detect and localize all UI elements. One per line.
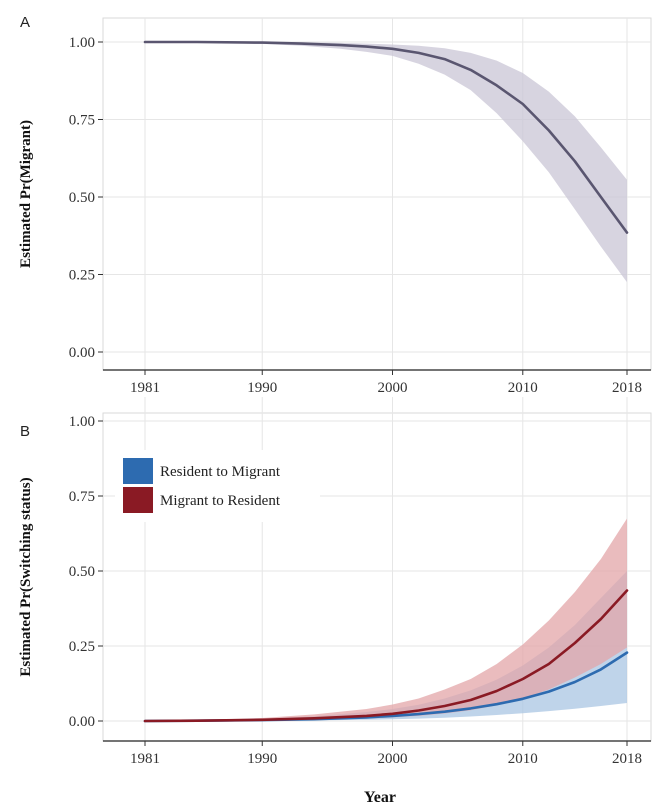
x-tick-label: 2000: [378, 380, 408, 396]
legend-item-migrant-to-resident: Migrant to Resident: [123, 487, 281, 513]
x-tick-label: 2018: [612, 380, 642, 396]
y-tick-label: 0.75: [69, 113, 95, 129]
panel-b-x-ticks: 1981 1990 2000 2010 2018: [130, 741, 642, 767]
y-tick-label: 0.50: [69, 564, 95, 580]
x-axis-title: Year: [364, 789, 396, 806]
x-tick-label: 1990: [247, 380, 277, 396]
confidence-band-1: [145, 518, 627, 721]
legend-label-migrant-to-resident: Migrant to Resident: [160, 493, 281, 509]
legend-swatch-migrant-to-resident: [123, 487, 153, 513]
panel-a-confidence-bands: [145, 42, 627, 283]
panel-a-plot-area: [102, 17, 652, 371]
panel-b-y-ticks: 0.00 0.25 0.50 0.75 1.00: [69, 414, 103, 730]
y-tick-label: 0.00: [69, 345, 95, 361]
y-tick-label: 1.00: [69, 414, 95, 430]
panel-b-confidence-bands: [145, 518, 627, 721]
panel-b-series-lines: [143, 589, 629, 723]
panel-a-y-axis-title: Estimated Pr(Migrant): [18, 120, 34, 268]
series-line-0: [143, 40, 629, 234]
x-tick-label: 2000: [378, 751, 408, 767]
x-tick-label: 2010: [508, 751, 538, 767]
y-tick-label: 0.75: [69, 489, 95, 505]
panel-a-y-ticks: 0.00 0.25 0.50 0.75 1.00: [69, 35, 103, 361]
legend-label-resident-to-migrant: Resident to Migrant: [160, 464, 281, 480]
x-tick-label: 2010: [508, 380, 538, 396]
y-tick-label: 0.25: [69, 268, 95, 284]
legend-swatch-resident-to-migrant: [123, 458, 153, 484]
x-tick-label: 1981: [130, 751, 160, 767]
x-tick-label: 2018: [612, 751, 642, 767]
legend: Resident to Migrant Migrant to Resident: [115, 450, 320, 522]
y-tick-label: 1.00: [69, 35, 95, 51]
panel-a-tag: A: [20, 14, 30, 31]
panel-a-x-ticks: 1981 1990 2000 2010 2018: [130, 370, 642, 396]
panel-b: B 1981 1990 2000 2010 2018 0.00 0.25 0.50 0.75 1…: [18, 397, 652, 767]
x-tick-label: 1981: [130, 380, 160, 396]
panel-a: A 1981 1990 2000 2010 2018 0.00 0.25 0.50 0.75 1…: [18, 14, 652, 396]
panel-b-tag: B: [20, 423, 30, 440]
x-tick-label: 1990: [247, 751, 277, 767]
series-line-1: [143, 589, 629, 723]
y-tick-label: 0.25: [69, 639, 95, 655]
y-tick-label: 0.00: [69, 714, 95, 730]
confidence-band-0: [145, 42, 627, 283]
panel-a-series-lines: [143, 40, 629, 234]
y-tick-label: 0.50: [69, 190, 95, 206]
panel-b-y-axis-title: Estimated Pr(Switching status): [18, 477, 34, 676]
legend-item-resident-to-migrant: Resident to Migrant: [123, 458, 281, 484]
